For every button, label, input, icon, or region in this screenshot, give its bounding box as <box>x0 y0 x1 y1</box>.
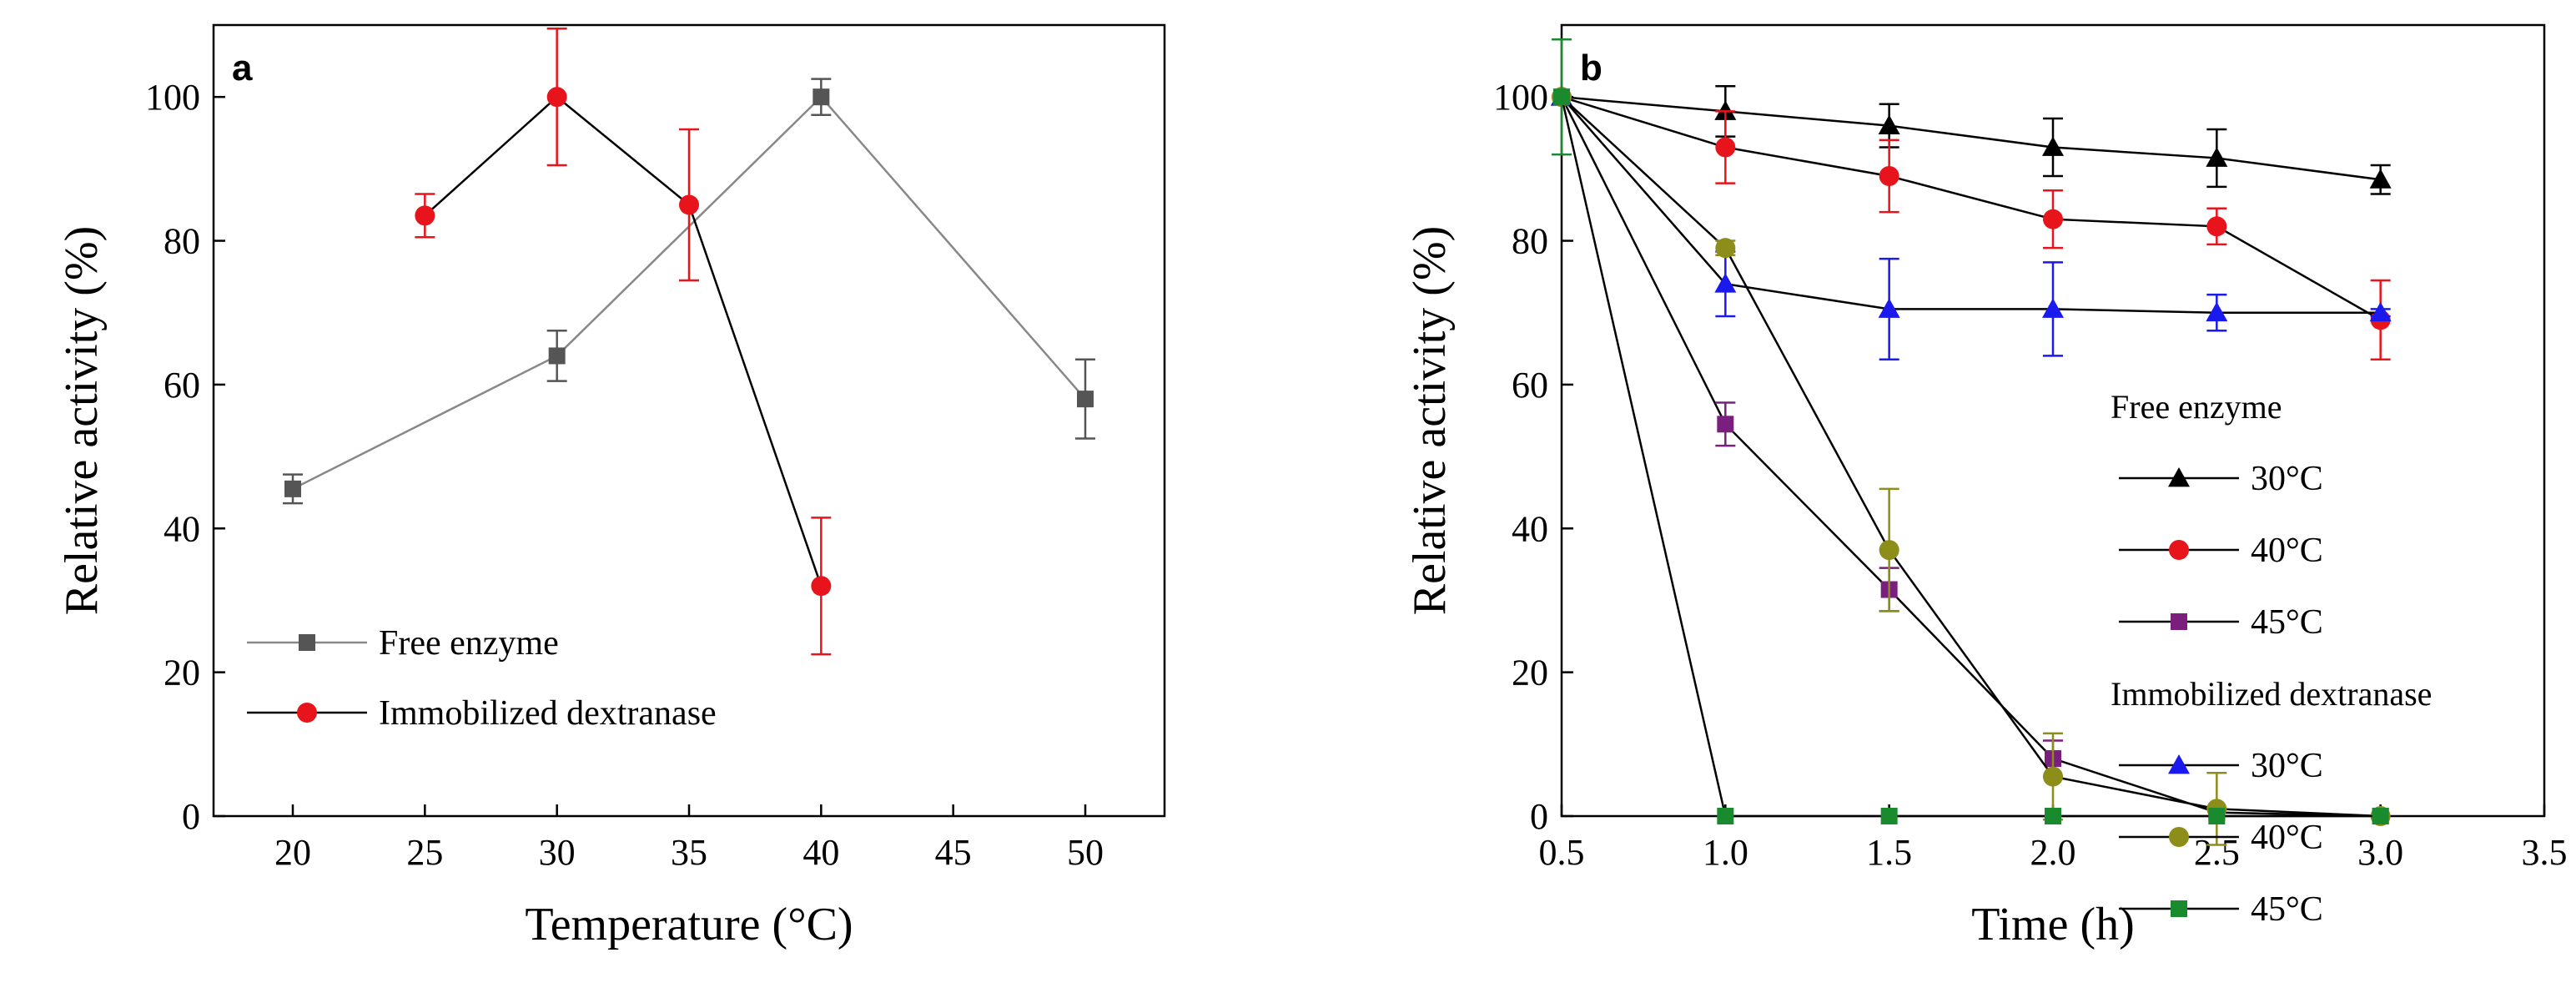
series-line <box>1560 96 2381 818</box>
series-1 <box>1552 87 2391 360</box>
data-point <box>811 576 832 597</box>
data-point <box>1077 391 1094 408</box>
x-tick-label: 1.0 <box>1703 832 1748 873</box>
series-5 <box>1552 38 2389 824</box>
data-point <box>2206 216 2227 237</box>
data-point <box>2042 136 2064 156</box>
data-point <box>1717 808 1734 824</box>
data-point <box>2043 766 2063 787</box>
data-point <box>1878 298 1900 318</box>
legend-marker <box>2171 900 2187 917</box>
legend-label: 40°C <box>2251 532 2323 570</box>
y-tick-label: 60 <box>1512 365 1548 406</box>
legend-marker <box>297 703 317 723</box>
y-tick-label: 100 <box>145 77 200 118</box>
legend-label: Free enzyme <box>379 624 559 663</box>
y-tick-label: 40 <box>164 508 200 549</box>
x-tick-label: 30 <box>539 832 576 873</box>
data-point <box>2369 301 2392 322</box>
data-point <box>1715 137 1736 158</box>
legend-marker <box>2168 467 2190 487</box>
legend-group-title: Immobilized dextranase <box>2111 675 2432 713</box>
x-tick-label: 40 <box>802 832 839 873</box>
data-point <box>1879 165 1899 186</box>
x-axis-label: Time (h) <box>1971 899 2135 950</box>
legend-label: 45°C <box>2251 603 2323 642</box>
series-line <box>424 95 823 587</box>
legend: Free enzyme 30°C 40°C 45°C Immobilized dextr… <box>2111 388 2432 929</box>
x-tick-label: 20 <box>274 832 311 873</box>
data-point <box>415 205 435 226</box>
legend-marker <box>2168 754 2190 774</box>
y-axis-label: Relative activity (%) <box>1404 226 1456 615</box>
data-point <box>546 87 567 108</box>
legend: Free enzyme Immobilized dextranase <box>247 624 717 733</box>
x-tick-label: 35 <box>671 832 707 873</box>
data-point <box>2369 169 2392 189</box>
y-tick-label: 80 <box>164 221 200 262</box>
panel-label: b <box>1580 48 1602 88</box>
legend-label: 45°C <box>2251 890 2323 929</box>
data-point <box>1880 808 1898 824</box>
data-point <box>1715 238 1736 259</box>
y-tick-label: 80 <box>1512 221 1548 262</box>
series-3 <box>1551 86 2392 360</box>
data-point <box>2206 301 2228 322</box>
y-tick-label: 100 <box>1493 77 1548 118</box>
legend-label: 30°C <box>2251 460 2323 498</box>
y-tick-label: 60 <box>164 365 200 406</box>
data-point <box>1553 88 1570 106</box>
x-tick-label: 1.5 <box>1866 832 1912 873</box>
x-tick-label: 3.0 <box>2357 832 2403 873</box>
legend-marker <box>2171 613 2187 630</box>
data-point <box>2206 147 2228 167</box>
data-point <box>2372 808 2389 824</box>
legend-marker <box>2169 540 2189 560</box>
legend-marker <box>2169 827 2189 847</box>
data-point <box>1879 540 1899 561</box>
data-point <box>1878 114 1900 135</box>
x-tick-label: 25 <box>406 832 443 873</box>
data-point <box>2208 808 2226 824</box>
data-point <box>813 88 830 106</box>
series-2 <box>1553 88 2389 824</box>
series-0 <box>1551 85 2392 195</box>
legend-marker <box>299 634 315 651</box>
x-axis-label: Temperature (°C) <box>525 899 853 950</box>
legend-label: Immobilized dextranase <box>379 694 717 733</box>
y-tick-label: 40 <box>1512 508 1548 549</box>
x-tick-label: 2.0 <box>2030 832 2076 873</box>
legend-group-title: Free enzyme <box>2111 388 2282 426</box>
x-tick-label: 50 <box>1067 832 1104 873</box>
data-point <box>2043 209 2063 229</box>
y-tick-label: 0 <box>1530 796 1548 837</box>
y-tick-label: 20 <box>164 653 200 693</box>
series-line <box>1561 95 2381 181</box>
series-line <box>1561 96 2381 818</box>
data-point <box>2045 808 2061 824</box>
legend-label: 40°C <box>2251 819 2323 857</box>
data-point <box>679 194 699 215</box>
data-point <box>284 480 301 497</box>
series-line <box>1561 95 2382 321</box>
data-point <box>1717 416 1734 433</box>
data-point <box>1714 273 1737 293</box>
data-point <box>2042 298 2064 318</box>
series-line <box>1561 96 2381 314</box>
legend-label: 30°C <box>2251 747 2323 785</box>
y-tick-label: 20 <box>1512 653 1548 693</box>
series-1 <box>415 28 832 656</box>
x-tick-label: 3.5 <box>2522 832 2568 873</box>
series-line <box>1560 96 2381 818</box>
x-tick-label: 0.5 <box>1539 832 1585 873</box>
data-point <box>548 347 566 365</box>
panel-a-chart: 20 25 30 35 40 45 50 0 20 40 60 80 100 Temperature (°… <box>56 23 1166 950</box>
x-tick-label: 45 <box>935 832 972 873</box>
y-axis-label: Relative activity (%) <box>56 226 108 615</box>
data-point <box>1714 100 1737 120</box>
y-tick-label: 0 <box>182 796 200 837</box>
panel-label: a <box>232 48 253 88</box>
